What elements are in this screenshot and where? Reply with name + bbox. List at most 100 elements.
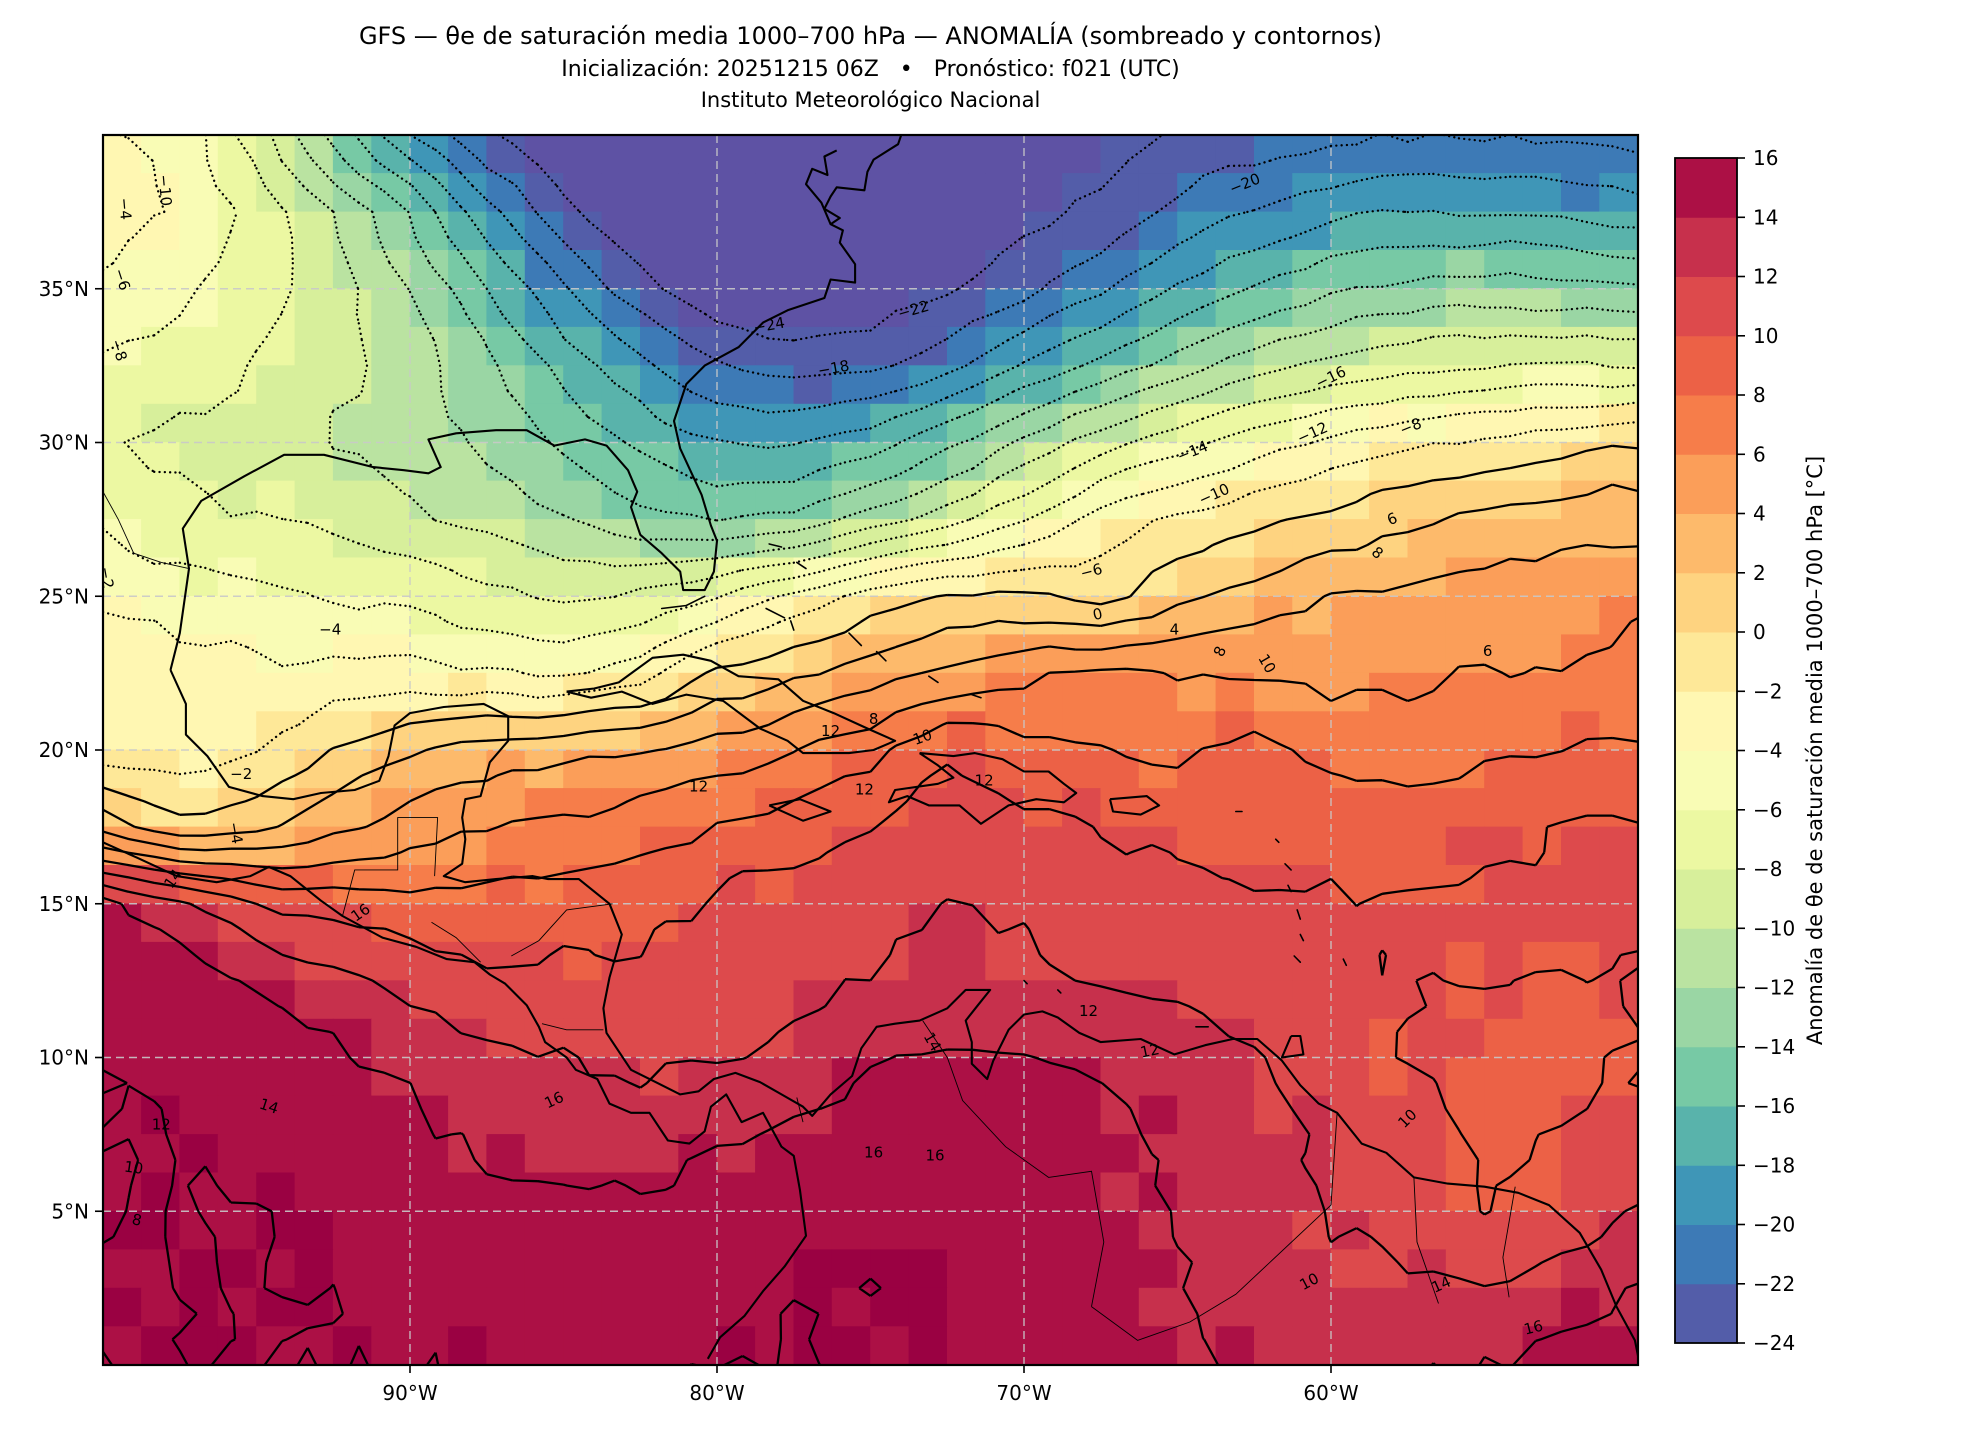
shading-cell xyxy=(256,1134,296,1174)
shading-cell xyxy=(1292,250,1332,289)
shading-cell xyxy=(985,326,1025,366)
shading-cell xyxy=(870,519,910,559)
x-tick-label: 90°W xyxy=(382,1381,437,1405)
y-tick-label: 15°N xyxy=(39,892,89,916)
shading-cell xyxy=(640,326,679,366)
shading-cell xyxy=(409,903,449,943)
shading-cell xyxy=(908,1211,948,1250)
shading-cell xyxy=(141,1326,181,1365)
shading-cell xyxy=(831,403,871,443)
shading-cell xyxy=(1254,1326,1293,1365)
shading-cell xyxy=(1599,1134,1638,1174)
shading-cell xyxy=(1100,211,1140,251)
shading-cell xyxy=(448,1287,488,1327)
shading-cell xyxy=(563,1287,603,1327)
shading-cell xyxy=(486,326,526,366)
shading-cell xyxy=(524,519,564,559)
shading-cell xyxy=(793,1057,833,1097)
shading-cell xyxy=(563,788,603,828)
shading-cell xyxy=(1561,480,1600,520)
y-tick-label: 10°N xyxy=(39,1046,89,1070)
colorbar-segment xyxy=(1675,928,1737,988)
shading-cell xyxy=(793,326,833,366)
shading-cell xyxy=(1023,1018,1063,1058)
shading-cell xyxy=(371,211,411,251)
shading-cell xyxy=(716,1249,756,1289)
shading-cell xyxy=(1330,326,1370,366)
island-mark xyxy=(1299,933,1305,942)
shading-cell xyxy=(1062,365,1102,405)
shading-cell xyxy=(601,211,641,251)
shading-cell xyxy=(947,1172,986,1212)
contour-label: 16 xyxy=(1522,1317,1545,1339)
shading-cell xyxy=(486,1134,526,1174)
shading-cell xyxy=(908,980,948,1020)
shading-cell xyxy=(985,941,1025,981)
shading-cell xyxy=(179,326,219,366)
shading-cell xyxy=(755,557,795,597)
shading-cell xyxy=(870,1134,910,1174)
shading-cell xyxy=(179,1249,219,1289)
shading-cell xyxy=(1407,135,1447,174)
shading-cell xyxy=(1445,749,1485,789)
shading-cell xyxy=(1215,250,1255,289)
axes-layer: 35°N 30°N 25°N 20°N 15°N 10°N 5°N 90°W 80°W 70°W 6… xyxy=(39,277,1359,1405)
shading-cell xyxy=(601,403,641,443)
shading-cell xyxy=(563,557,603,597)
shading-cell xyxy=(486,1249,526,1289)
shading-cell xyxy=(371,865,411,904)
shading-cell xyxy=(524,442,564,482)
shading-cell xyxy=(1023,903,1063,943)
colorbar-segment xyxy=(1675,454,1737,514)
shading-cell xyxy=(831,1134,871,1174)
border-line xyxy=(922,1020,1105,1307)
shading-cell xyxy=(1177,749,1217,789)
shading-cell xyxy=(1254,1287,1293,1327)
shading-cell xyxy=(947,480,986,520)
shading-cell xyxy=(179,1018,219,1058)
shading-cell xyxy=(486,634,526,674)
shading-cell xyxy=(1445,365,1485,405)
shading-cell xyxy=(141,1095,181,1135)
shading-cell xyxy=(1484,788,1524,828)
shading-cell xyxy=(256,442,296,482)
shading-cell xyxy=(1023,403,1063,443)
shading-cell xyxy=(755,519,795,559)
shading-cell xyxy=(1254,1211,1293,1250)
shading-cell xyxy=(179,442,219,482)
shading-cell xyxy=(1561,1134,1600,1174)
shading-cell xyxy=(179,288,219,328)
shading-cell xyxy=(332,557,372,597)
shading-cell xyxy=(755,173,795,213)
colorbar-tick-label: 16 xyxy=(1753,146,1778,170)
shading-cell xyxy=(256,634,296,674)
shading-cell xyxy=(524,826,564,866)
shading-cell xyxy=(1407,211,1447,251)
shading-cell xyxy=(1138,865,1178,904)
colorbar-segment xyxy=(1675,809,1737,870)
shading-cell xyxy=(1484,480,1524,520)
shading-cell xyxy=(831,1249,871,1289)
coastline xyxy=(768,798,832,822)
shading-cell xyxy=(217,557,257,597)
shading-cell xyxy=(1369,1057,1409,1097)
shading-cell xyxy=(217,480,257,520)
shading-cell xyxy=(1561,1326,1600,1365)
contour-label: 10 xyxy=(910,726,934,749)
shading-cell xyxy=(1561,749,1600,789)
shading-cell xyxy=(332,865,372,904)
shading-cell xyxy=(601,250,641,289)
shading-cell xyxy=(409,634,449,674)
shading-cell xyxy=(217,250,257,289)
shading-cell xyxy=(831,1172,871,1212)
border-line xyxy=(796,1097,804,1123)
shading-cell xyxy=(217,326,257,366)
shading-cell xyxy=(486,288,526,328)
shading-cell xyxy=(409,1057,449,1097)
shading-cell xyxy=(332,941,372,981)
shading-cell xyxy=(1062,826,1102,866)
shading-cell xyxy=(1215,1057,1255,1097)
shading-cell xyxy=(1138,672,1178,712)
shading-cell xyxy=(1330,519,1370,559)
shading-cell xyxy=(793,365,833,405)
